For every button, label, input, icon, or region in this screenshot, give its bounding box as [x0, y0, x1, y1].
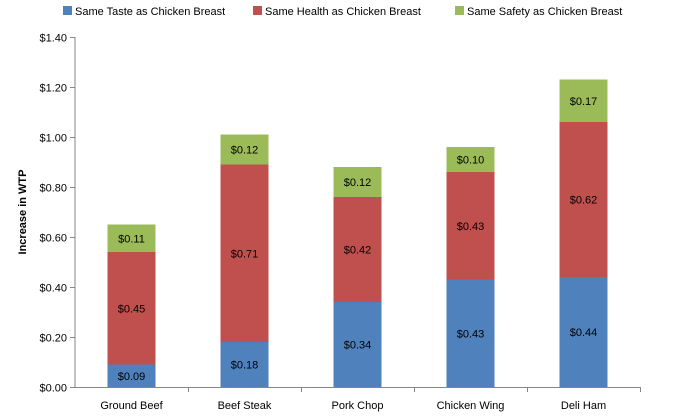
data-label: $0.17: [570, 96, 598, 108]
data-label: $0.43: [457, 328, 485, 340]
y-tick-label: $0.60: [39, 233, 67, 245]
y-tick-label: $1.00: [39, 133, 67, 145]
legend: Same Taste as Chicken Breast Same Health …: [63, 6, 622, 18]
data-label: $0.42: [344, 245, 372, 257]
bar-segment-chicken-wing-1: [446, 279, 495, 387]
x-tick-label: Pork Chop: [332, 400, 384, 412]
bar-segment-beef-steak-3: [220, 134, 269, 165]
data-label: $0.62: [570, 195, 598, 207]
bar-segment-beef-steak-2: [220, 164, 269, 342]
bar-segment-ground-beef-3: [107, 224, 156, 252]
x-tick-label: Beef Steak: [218, 400, 272, 412]
legend-label-3: Same Safety as Chicken Breast: [467, 6, 622, 18]
bar-segment-pork-chop-1: [333, 302, 382, 387]
y-axis-title: Increase in WTP: [17, 170, 29, 255]
legend-swatch-2: [253, 6, 262, 15]
x-tick-label: Chicken Wing: [437, 400, 505, 412]
legend-swatch-3: [455, 6, 464, 15]
bar-segment-ground-beef-2: [107, 252, 156, 365]
bar-segment-ground-beef-1: [107, 364, 156, 387]
bar-segment-deli-ham-2: [559, 122, 608, 277]
y-tick-label: $0.80: [39, 183, 67, 195]
bar-segment-chicken-wing-2: [446, 172, 495, 280]
bar-segment-pork-chop-3: [333, 167, 382, 197]
data-label: $0.44: [570, 327, 598, 339]
data-label: $0.12: [231, 145, 259, 157]
bar-segment-chicken-wing-3: [446, 147, 495, 172]
y-tick-label: $0.00: [39, 383, 67, 395]
legend-swatch-1: [63, 6, 72, 15]
data-label: $0.18: [231, 360, 259, 372]
y-axis: $0.00 $0.20 $0.40 $0.60 $0.80 $1.00 $1.20 $1.40: [39, 33, 76, 395]
legend-label-2: Same Health as Chicken Breast: [265, 6, 421, 18]
data-label: $0.10: [457, 155, 485, 167]
data-label: $0.71: [231, 248, 259, 260]
legend-label-1: Same Taste as Chicken Breast: [75, 6, 225, 18]
y-tick-label: $0.40: [39, 283, 67, 295]
y-tick-label: $1.40: [39, 33, 67, 45]
data-label: $0.11: [118, 233, 145, 245]
x-tick-label: Deli Ham: [561, 400, 606, 412]
x-tick-label: Ground Beef: [100, 400, 163, 412]
bar-segment-deli-ham-3: [559, 79, 608, 122]
data-label: $0.45: [118, 303, 146, 315]
x-axis: Ground Beef Beef Steak Pork Chop Chicken Wi…: [75, 387, 641, 412]
data-label: $0.12: [344, 177, 372, 189]
data-label: $0.09: [118, 371, 146, 383]
y-tick-label: $1.20: [39, 83, 67, 95]
bar-segment-deli-ham-1: [559, 277, 608, 387]
bars: $0.09 $0.45 $0.11 $0.18 $0.71 $0.12 $0.34 $0.42…: [107, 79, 608, 387]
data-label: $0.43: [457, 221, 485, 233]
bar-segment-beef-steak-1: [220, 342, 269, 387]
y-tick-label: $0.20: [39, 333, 67, 345]
data-label: $0.34: [344, 340, 372, 352]
bar-segment-pork-chop-2: [333, 197, 382, 302]
